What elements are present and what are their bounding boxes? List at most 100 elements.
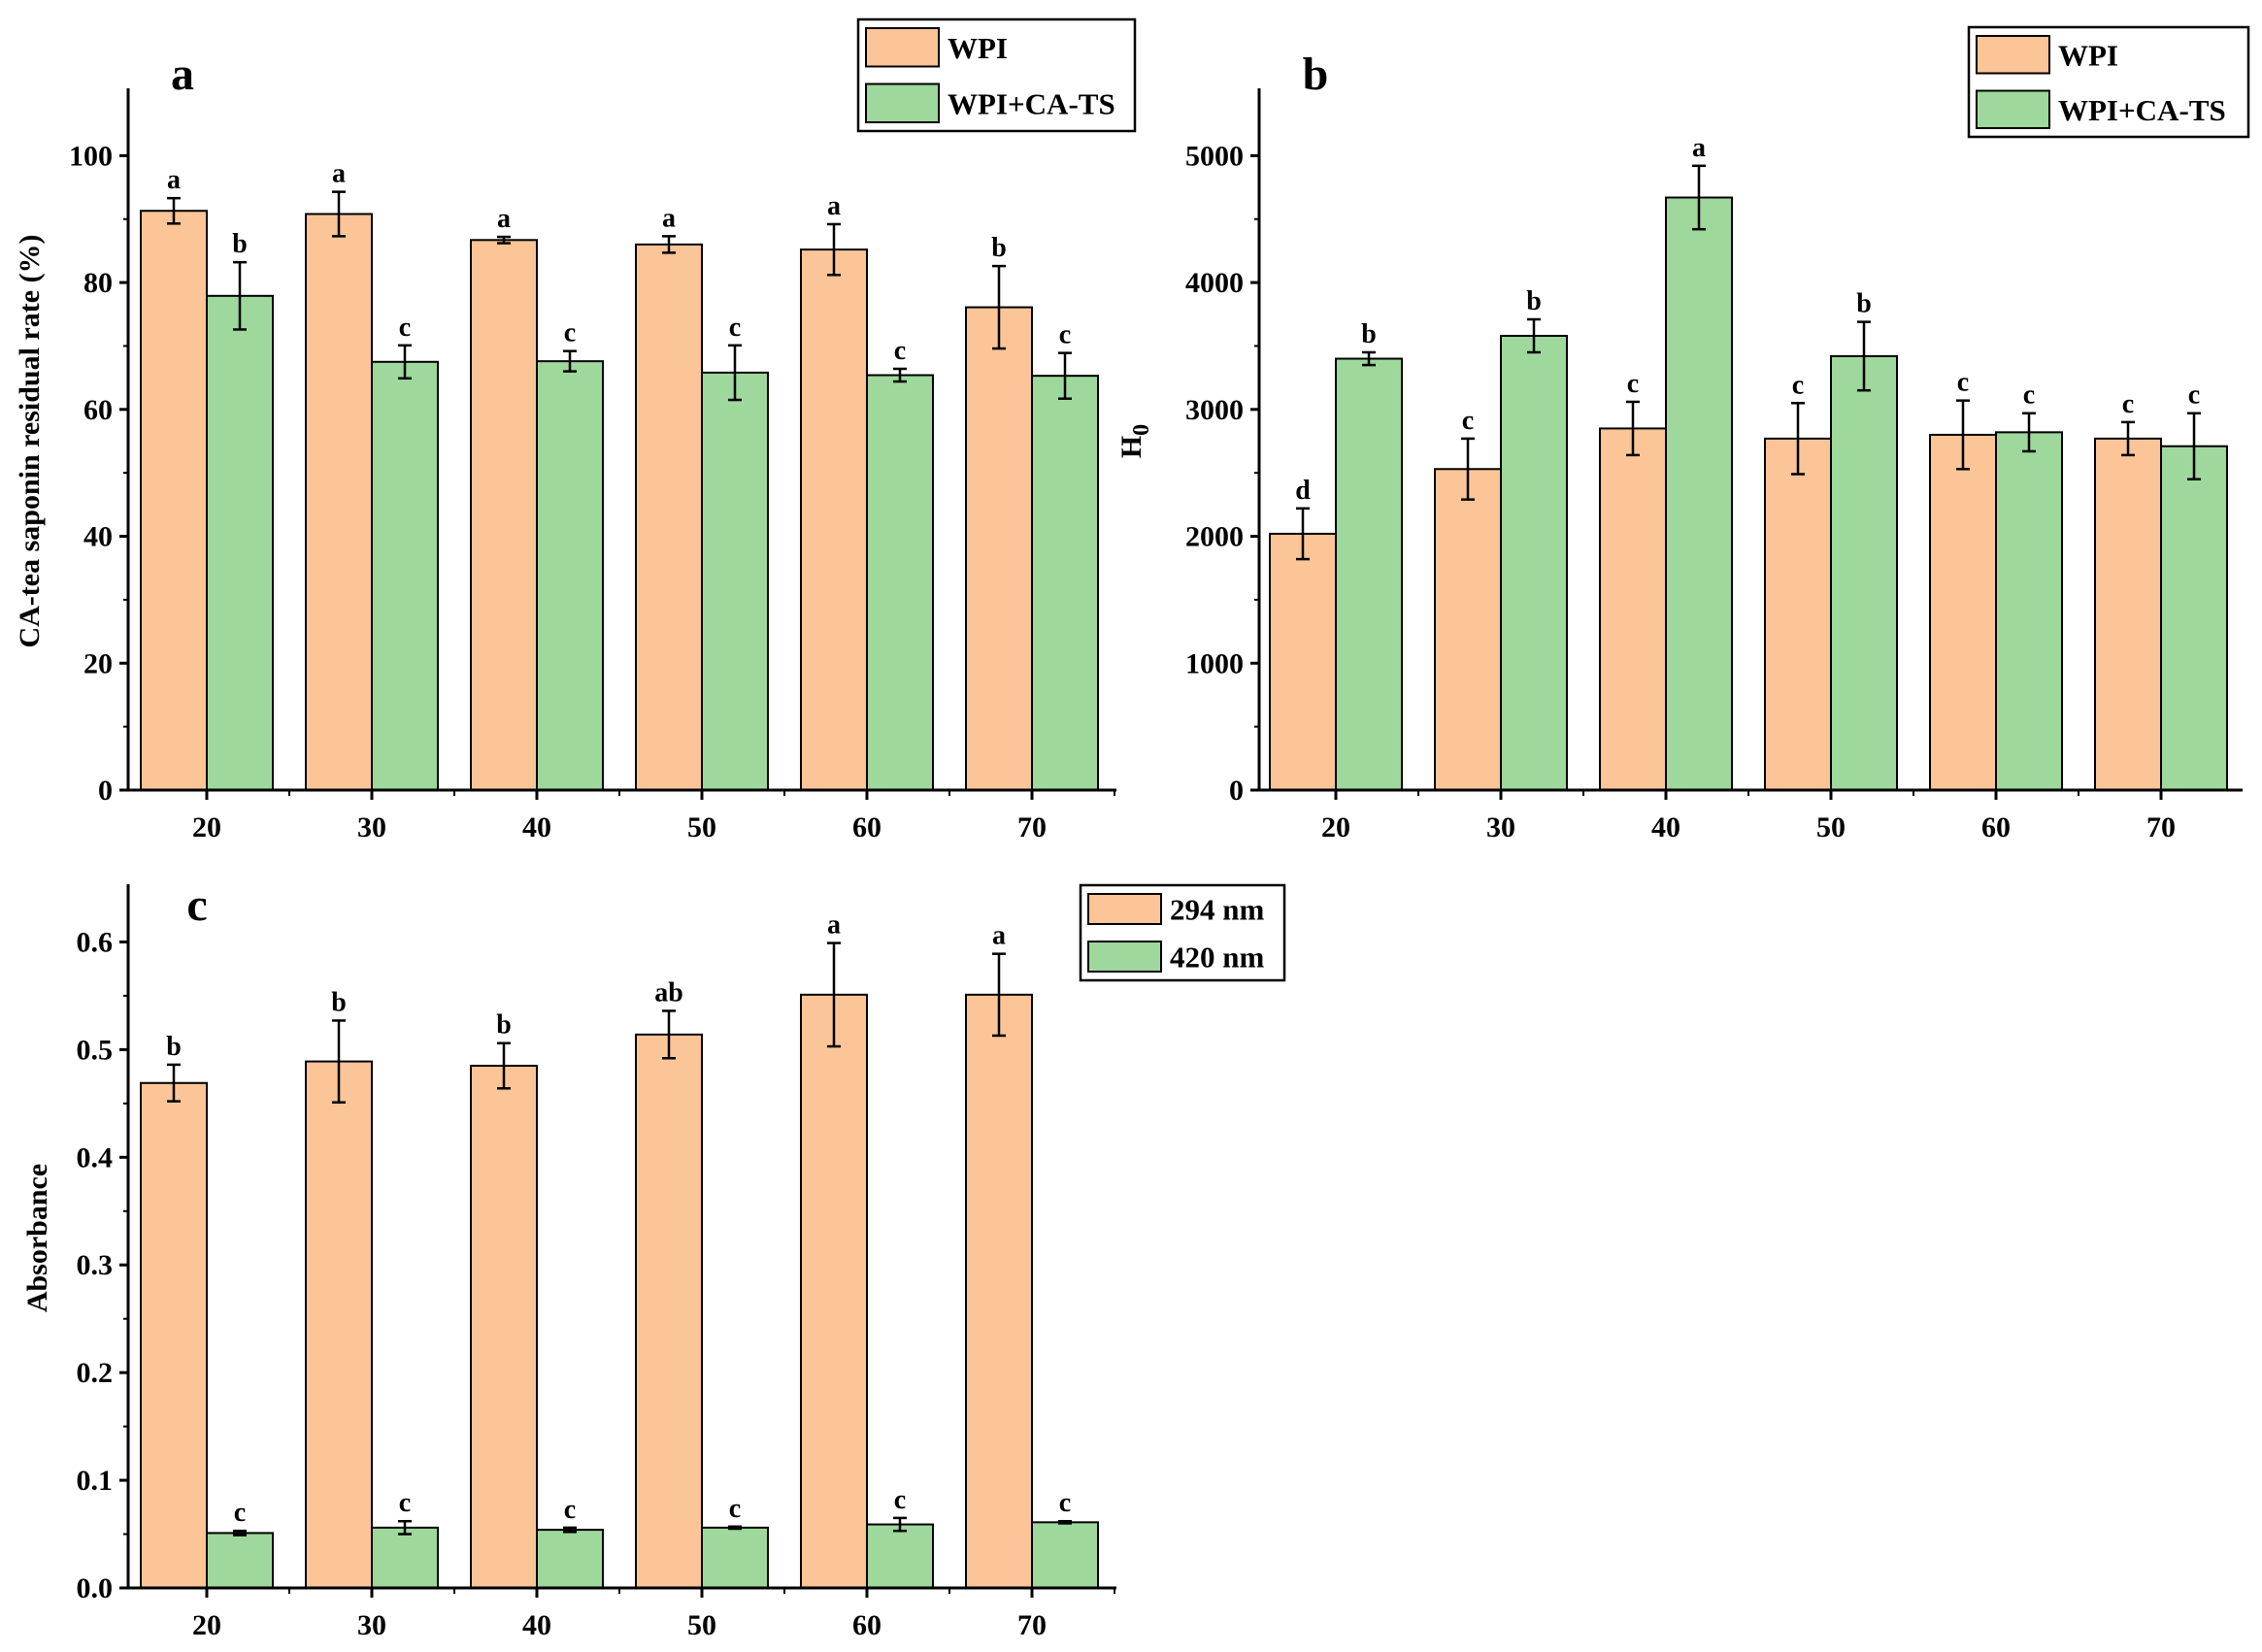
legend-label: 420 nm xyxy=(1170,941,1264,975)
bar-wpi-20 xyxy=(1269,532,1337,791)
bar-294-nm-60 xyxy=(800,993,868,1589)
y-tick-label: 3000 xyxy=(1185,394,1244,426)
legend-swatch xyxy=(865,83,940,123)
x-tick-label: 70 xyxy=(1017,811,1047,843)
bar-420-nm-30 xyxy=(371,1526,439,1589)
significance-letter: a xyxy=(992,921,1006,951)
significance-letter: b xyxy=(496,1010,512,1041)
bar-wpi-40 xyxy=(470,239,538,791)
significance-letter: c xyxy=(2122,389,2134,419)
bar-420-nm-70 xyxy=(1031,1521,1099,1589)
significance-letter: c xyxy=(399,313,411,343)
panel-b: 0 1000 2000 3000 4000 5000 d b 20 c b 30 c a 40 c b 50 c c 6… xyxy=(1115,25,2250,843)
significance-letter: ab xyxy=(654,977,683,1008)
x-tick-label: 40 xyxy=(522,1609,551,1641)
bar-wpi-ca-ts-40 xyxy=(1665,196,1733,791)
significance-letter: b xyxy=(1856,289,1872,319)
significance-letter: a xyxy=(827,191,841,221)
significance-letter: c xyxy=(729,313,741,343)
bar-wpi-ca-ts-40 xyxy=(536,360,604,791)
panel-label: c xyxy=(186,879,207,931)
bar-wpi-60 xyxy=(1929,433,1997,791)
bar-wpi-50 xyxy=(635,243,703,791)
panel-c: 0.0 0.1 0.2 0.3 0.4 0.5 0.6 b c 20 b c 30 b c 40 ab c 50 a c… xyxy=(21,879,1286,1641)
y-tick-label: 1000 xyxy=(1185,647,1244,679)
bar-wpi-ca-ts-70 xyxy=(2160,445,2228,791)
x-tick-label: 50 xyxy=(687,811,716,843)
y-tick-label: 40 xyxy=(83,521,113,553)
significance-letter: a xyxy=(167,165,181,195)
bar-wpi-ca-ts-20 xyxy=(1335,357,1403,791)
legend-label: WPI+CA-TS xyxy=(2058,93,2226,127)
significance-letter: c xyxy=(1792,370,1804,400)
significance-letter: c xyxy=(2188,380,2200,411)
bar-294-nm-20 xyxy=(140,1081,208,1589)
bar-wpi-ca-ts-20 xyxy=(206,294,274,791)
y-tick-label: 0.1 xyxy=(77,1465,114,1497)
significance-letter: c xyxy=(894,336,906,366)
legend-label: 294 nm xyxy=(1170,893,1264,927)
significance-letter: b xyxy=(1526,286,1542,316)
bar-wpi-ca-ts-30 xyxy=(1500,334,1568,791)
significance-letter: a xyxy=(497,204,511,234)
significance-letter: a xyxy=(827,910,841,941)
bar-wpi-50 xyxy=(1764,437,1832,791)
x-tick-label: 60 xyxy=(852,811,882,843)
significance-letter: c xyxy=(1957,368,1969,398)
bar-wpi-ca-ts-60 xyxy=(1995,431,2063,791)
significance-letter: a xyxy=(662,203,676,233)
legend-swatch xyxy=(865,27,940,68)
bar-wpi-30 xyxy=(1434,468,1502,791)
bar-294-nm-30 xyxy=(305,1060,373,1589)
y-tick-label: 0 xyxy=(98,775,113,807)
y-tick-label: 20 xyxy=(83,647,113,679)
significance-letter: c xyxy=(564,318,576,348)
x-tick-label: 40 xyxy=(1651,811,1680,843)
legend-swatch xyxy=(1087,893,1162,925)
x-tick-label: 20 xyxy=(1321,811,1350,843)
x-tick-label: 40 xyxy=(522,811,551,843)
bar-wpi-40 xyxy=(1599,427,1667,791)
y-tick-label: 4000 xyxy=(1185,267,1244,299)
bar-420-nm-50 xyxy=(701,1526,769,1589)
bar-294-nm-50 xyxy=(635,1033,703,1589)
y-axis-title: Absorbance xyxy=(21,1164,53,1312)
bar-wpi-ca-ts-60 xyxy=(866,374,934,791)
legend-label: WPI+CA-TS xyxy=(948,86,1115,120)
bar-420-nm-60 xyxy=(866,1523,934,1590)
significance-letter: c xyxy=(2023,380,2035,411)
significance-letter: c xyxy=(1059,1488,1071,1518)
bar-294-nm-70 xyxy=(965,993,1033,1589)
legend-label: WPI xyxy=(948,31,1008,65)
significance-letter: c xyxy=(1059,320,1071,350)
significance-letter: d xyxy=(1295,476,1311,506)
bar-wpi-20 xyxy=(140,210,208,792)
y-tick-label: 0.4 xyxy=(77,1141,114,1173)
bar-wpi-ca-ts-30 xyxy=(371,360,439,791)
panel-label: b xyxy=(1303,49,1329,100)
x-tick-label: 30 xyxy=(357,811,386,843)
y-tick-label: 0 xyxy=(1229,775,1244,807)
x-tick-label: 70 xyxy=(2146,811,2176,843)
x-tick-label: 60 xyxy=(852,1609,882,1641)
significance-letter: b xyxy=(166,1032,182,1062)
legend-label: WPI xyxy=(2058,38,2118,72)
y-tick-label: 0.0 xyxy=(77,1572,114,1604)
bar-wpi-ca-ts-50 xyxy=(1830,354,1898,791)
y-axis-title: CA-tea saponin residual rate (%) xyxy=(14,234,46,647)
bar-wpi-70 xyxy=(2094,437,2162,791)
significance-letter: c xyxy=(729,1494,741,1524)
legend-swatch xyxy=(1976,35,2050,75)
y-tick-label: 0.2 xyxy=(77,1357,114,1389)
x-tick-label: 30 xyxy=(357,1609,386,1641)
bar-wpi-ca-ts-50 xyxy=(701,371,769,791)
significance-letter: c xyxy=(234,1498,246,1528)
y-tick-label: 0.6 xyxy=(77,926,114,958)
panel-a: 0 20 40 60 80 100 a b 20 a c 30 a c 40 a c 50 a c 60 b c 70 a CA-… xyxy=(14,17,1137,843)
x-tick-label: 20 xyxy=(192,1609,221,1641)
x-tick-label: 20 xyxy=(192,811,221,843)
significance-letter: a xyxy=(332,159,346,189)
significance-letter: c xyxy=(1627,369,1639,399)
y-tick-label: 5000 xyxy=(1185,140,1244,172)
